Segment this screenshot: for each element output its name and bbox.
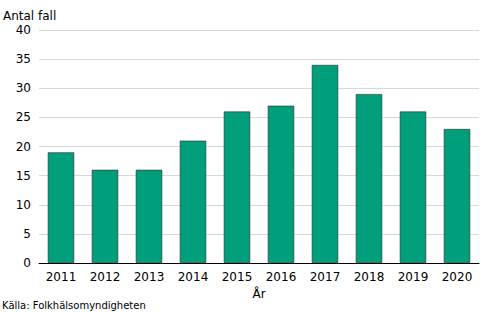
svg-text:2017: 2017 <box>310 270 341 284</box>
svg-text:Källa: Folkhälsomyndigheten: Källa: Folkhälsomyndigheten <box>2 300 146 311</box>
svg-text:40: 40 <box>16 23 31 37</box>
svg-text:5: 5 <box>23 227 31 241</box>
svg-text:Antal fall: Antal fall <box>3 9 56 23</box>
svg-text:0: 0 <box>23 256 31 270</box>
svg-text:2011: 2011 <box>46 270 77 284</box>
svg-text:2015: 2015 <box>222 270 253 284</box>
svg-text:2013: 2013 <box>134 270 165 284</box>
svg-text:2014: 2014 <box>178 270 209 284</box>
svg-text:15: 15 <box>16 169 31 183</box>
svg-text:2018: 2018 <box>354 270 385 284</box>
svg-text:2016: 2016 <box>266 270 297 284</box>
svg-text:2019: 2019 <box>398 270 429 284</box>
svg-text:2020: 2020 <box>442 270 473 284</box>
svg-text:35: 35 <box>16 52 31 66</box>
svg-text:30: 30 <box>16 81 31 95</box>
svg-text:10: 10 <box>16 198 31 212</box>
svg-text:2012: 2012 <box>90 270 121 284</box>
svg-text:20: 20 <box>16 140 31 154</box>
svg-text:År: År <box>252 286 265 301</box>
svg-text:25: 25 <box>16 110 31 124</box>
